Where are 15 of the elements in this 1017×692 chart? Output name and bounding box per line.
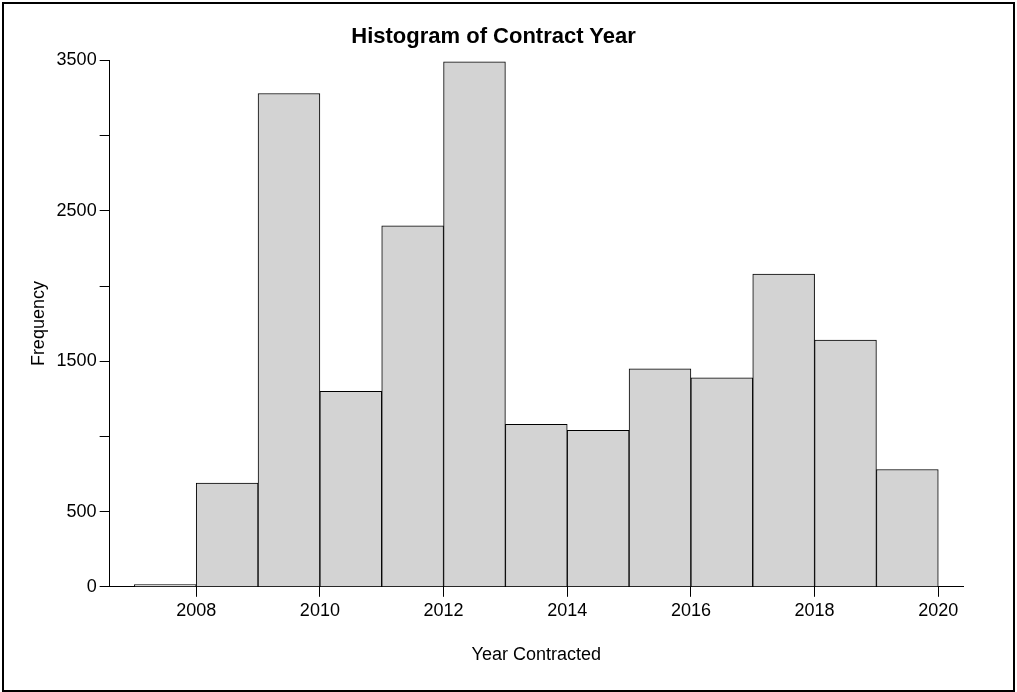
x-tick-label: 2010 bbox=[299, 599, 340, 620]
x-tick-label: 2012 bbox=[423, 599, 464, 620]
x-tick-label: 2020 bbox=[918, 599, 959, 620]
y-tick-label: 500 bbox=[66, 500, 97, 521]
x-axis-title: Year Contracted bbox=[471, 644, 602, 665]
x-tick-label: 2014 bbox=[547, 599, 588, 620]
x-tick-label: 2018 bbox=[794, 599, 835, 620]
chart-title: Histogram of Contract Year bbox=[351, 23, 637, 49]
x-tick-label: 2008 bbox=[176, 599, 217, 620]
y-axis-title: Frequency bbox=[27, 281, 48, 367]
y-tick-label: 3500 bbox=[56, 49, 97, 70]
x-tick-label: 2016 bbox=[670, 599, 711, 620]
y-tick-label: 1500 bbox=[56, 350, 97, 371]
y-tick-label: 0 bbox=[86, 575, 97, 596]
y-tick-label: 2500 bbox=[56, 199, 97, 220]
